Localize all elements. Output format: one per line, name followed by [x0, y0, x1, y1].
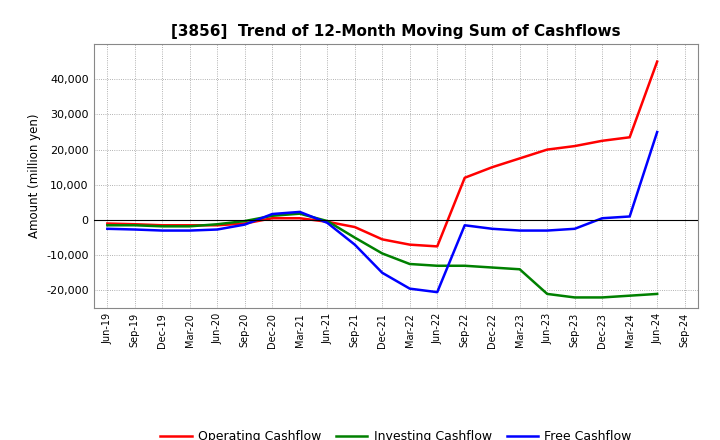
Operating Cashflow	[240, 221, 249, 226]
Investing Cashflow	[213, 222, 222, 227]
Operating Cashflow	[295, 216, 304, 221]
Free Cashflow	[351, 242, 359, 247]
Investing Cashflow	[130, 223, 139, 228]
Investing Cashflow	[460, 263, 469, 268]
Free Cashflow	[268, 211, 276, 216]
Operating Cashflow	[268, 216, 276, 221]
Free Cashflow	[433, 290, 441, 295]
Free Cashflow	[516, 228, 524, 233]
Free Cashflow	[543, 228, 552, 233]
Investing Cashflow	[186, 224, 194, 229]
Free Cashflow	[570, 226, 579, 231]
Operating Cashflow	[158, 223, 166, 228]
Free Cashflow	[158, 228, 166, 233]
Free Cashflow	[103, 226, 112, 231]
Free Cashflow	[598, 216, 606, 221]
Operating Cashflow	[213, 223, 222, 228]
Operating Cashflow	[351, 224, 359, 230]
Investing Cashflow	[433, 263, 441, 268]
Legend: Operating Cashflow, Investing Cashflow, Free Cashflow: Operating Cashflow, Investing Cashflow, …	[156, 425, 636, 440]
Investing Cashflow	[405, 261, 414, 267]
Free Cashflow	[186, 228, 194, 233]
Operating Cashflow	[460, 175, 469, 180]
Operating Cashflow	[405, 242, 414, 247]
Investing Cashflow	[598, 295, 606, 300]
Free Cashflow	[130, 227, 139, 232]
Operating Cashflow	[378, 237, 387, 242]
Operating Cashflow	[433, 244, 441, 249]
Investing Cashflow	[570, 295, 579, 300]
Operating Cashflow	[626, 135, 634, 140]
Investing Cashflow	[626, 293, 634, 298]
Investing Cashflow	[543, 291, 552, 297]
Operating Cashflow	[488, 165, 497, 170]
Y-axis label: Amount (million yen): Amount (million yen)	[27, 114, 40, 238]
Investing Cashflow	[240, 218, 249, 224]
Operating Cashflow	[570, 143, 579, 149]
Investing Cashflow	[295, 211, 304, 216]
Free Cashflow	[626, 214, 634, 219]
Operating Cashflow	[186, 223, 194, 228]
Operating Cashflow	[130, 222, 139, 227]
Free Cashflow	[323, 220, 332, 225]
Free Cashflow	[213, 227, 222, 232]
Investing Cashflow	[268, 213, 276, 218]
Operating Cashflow	[653, 59, 662, 64]
Operating Cashflow	[598, 138, 606, 143]
Title: [3856]  Trend of 12-Month Moving Sum of Cashflows: [3856] Trend of 12-Month Moving Sum of C…	[171, 24, 621, 39]
Investing Cashflow	[158, 224, 166, 229]
Investing Cashflow	[378, 251, 387, 256]
Free Cashflow	[653, 129, 662, 135]
Free Cashflow	[405, 286, 414, 291]
Operating Cashflow	[323, 219, 332, 224]
Operating Cashflow	[543, 147, 552, 152]
Free Cashflow	[488, 226, 497, 231]
Operating Cashflow	[103, 221, 112, 226]
Investing Cashflow	[103, 223, 112, 228]
Investing Cashflow	[516, 267, 524, 272]
Line: Free Cashflow: Free Cashflow	[107, 132, 657, 292]
Operating Cashflow	[516, 156, 524, 161]
Line: Operating Cashflow: Operating Cashflow	[107, 62, 657, 246]
Free Cashflow	[295, 209, 304, 215]
Line: Investing Cashflow: Investing Cashflow	[107, 214, 657, 297]
Investing Cashflow	[323, 218, 332, 224]
Investing Cashflow	[488, 265, 497, 270]
Free Cashflow	[460, 223, 469, 228]
Investing Cashflow	[351, 235, 359, 240]
Free Cashflow	[378, 270, 387, 275]
Investing Cashflow	[653, 291, 662, 297]
Free Cashflow	[240, 222, 249, 227]
